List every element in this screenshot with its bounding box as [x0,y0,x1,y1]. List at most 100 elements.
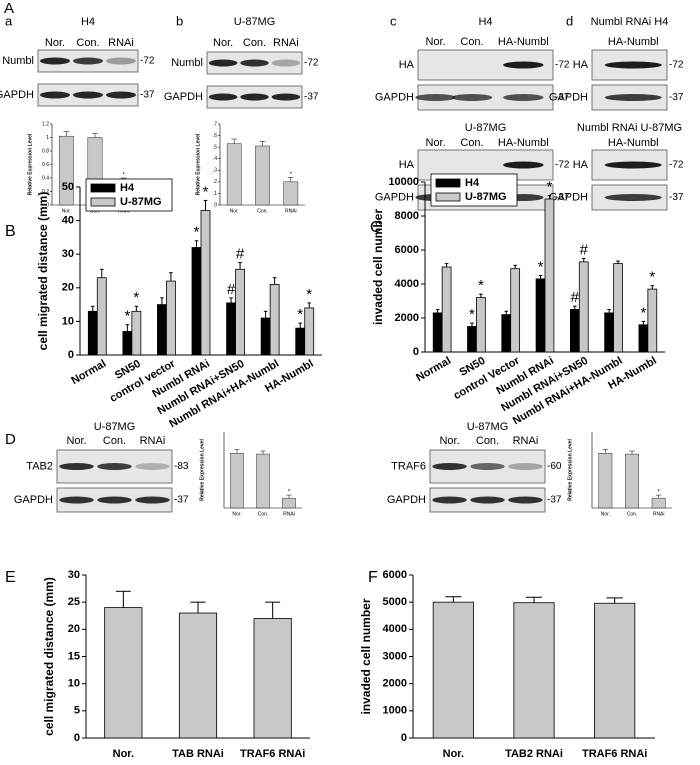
lane-label: RNAi [140,435,166,447]
size-marker: -72 [669,60,684,71]
lane-label: Nor. [213,37,233,49]
x-tick-label: Con. [258,511,269,517]
x-tick-label: Nor. [232,511,241,517]
panel-letter: E [5,569,16,586]
row-label: Numbl [171,57,203,69]
row-label: HA [573,59,589,71]
panel-letter: b [176,13,183,28]
row-label: TAB2 [26,460,53,472]
bar [200,210,211,356]
size-marker: -37 [555,192,570,203]
size-marker: -72 [304,58,319,69]
bar [501,314,512,353]
significance-marker: * [657,490,660,496]
size-marker: -37 [304,92,319,103]
blot-band [503,61,544,69]
y-tick-label: 0 [74,732,80,744]
blot-title: H4 [81,16,95,28]
y-tick-label: 10 [68,678,80,690]
lane-label: Nor. [66,435,86,447]
blot-title: H4 [478,16,492,28]
bar [283,181,299,206]
bar [604,312,614,353]
lane-label: RNAi [513,435,539,447]
bar [651,497,666,509]
bar [295,327,306,356]
y-tick-label: 0 [68,349,74,361]
y-tick-label: 0 [413,346,419,358]
lane-label: Con. [103,435,126,447]
panel-letter: c [390,13,397,28]
bar [304,307,315,356]
y-tick-label: 50 [62,181,74,193]
y-tick-label: 0 [214,202,217,208]
significance-marker: # [580,241,589,258]
y-axis-label: invaded cell number [371,209,385,325]
blot-band [508,463,543,470]
y-tick-label: 3000 [383,650,407,662]
y-tick-label: .4 [213,156,217,162]
bar [235,268,245,356]
y-axis-label: cell migrated distance (mm) [36,192,50,351]
bar [226,143,242,206]
significance-marker: # [236,246,245,263]
row-label: TRAF6 [391,460,426,472]
blot-band [59,463,94,470]
size-marker: -37 [669,92,684,103]
y-tick-label: 6000 [395,244,419,256]
row-label: GAPDH [164,91,203,103]
x-tick-label: RNAi [285,208,297,214]
x-tick-label: Nor. [62,208,71,214]
y-tick-label: .7 [213,121,217,127]
row-label: GAPDH [375,91,414,103]
row-label: GAPDH [14,494,53,506]
bar [535,278,546,353]
size-marker: -37 [140,90,155,101]
bar [578,261,589,353]
blot-band [508,496,543,504]
significance-marker: * [297,306,303,323]
blot-band [451,94,493,101]
bar [191,247,202,356]
y-tick-label: 0.2 [42,189,49,195]
blot-title: Numbl RNAi U-87MG [577,122,682,134]
bar [122,331,133,356]
bar [131,310,142,356]
size-marker: -83 [174,461,189,472]
size-marker: -72 [140,56,155,67]
blot-band [470,463,505,470]
y-tick-label: 5000 [383,596,407,608]
bar [476,297,486,353]
lane-label: Nor. [45,37,65,49]
bar [510,268,521,353]
bar [253,618,292,739]
blot-band [415,94,456,101]
significance-marker: * [547,179,553,196]
panel-letter: F [368,569,378,586]
x-tick-label: RNAi [283,511,295,517]
y-tick-label: 2000 [383,678,407,690]
bar [87,310,98,356]
lane-label: Nor. [439,435,459,447]
x-tick-label: Nor. [113,748,134,760]
blot-band [135,496,170,504]
bar [58,135,74,206]
y-tick-label: 20 [68,623,80,635]
bar [594,602,636,739]
y-axis-label: cell migrated distance (mm) [42,577,56,736]
legend-label: U-87MG [120,196,162,208]
bar [166,280,176,356]
y-axis-label: Relative Expression Level [195,133,201,195]
lane-label: Con. [76,37,99,49]
blot-band [135,463,170,470]
bar [256,453,270,509]
row-label: HA [573,159,589,171]
y-tick-label: 0.4 [42,175,49,181]
size-marker: -37 [555,92,570,103]
lane-label: RNAi [108,37,134,49]
blot-title: U-87MG [465,122,507,134]
x-tick-label: TRAF6 RNAi [582,748,647,760]
row-label: GAPDH [387,494,426,506]
